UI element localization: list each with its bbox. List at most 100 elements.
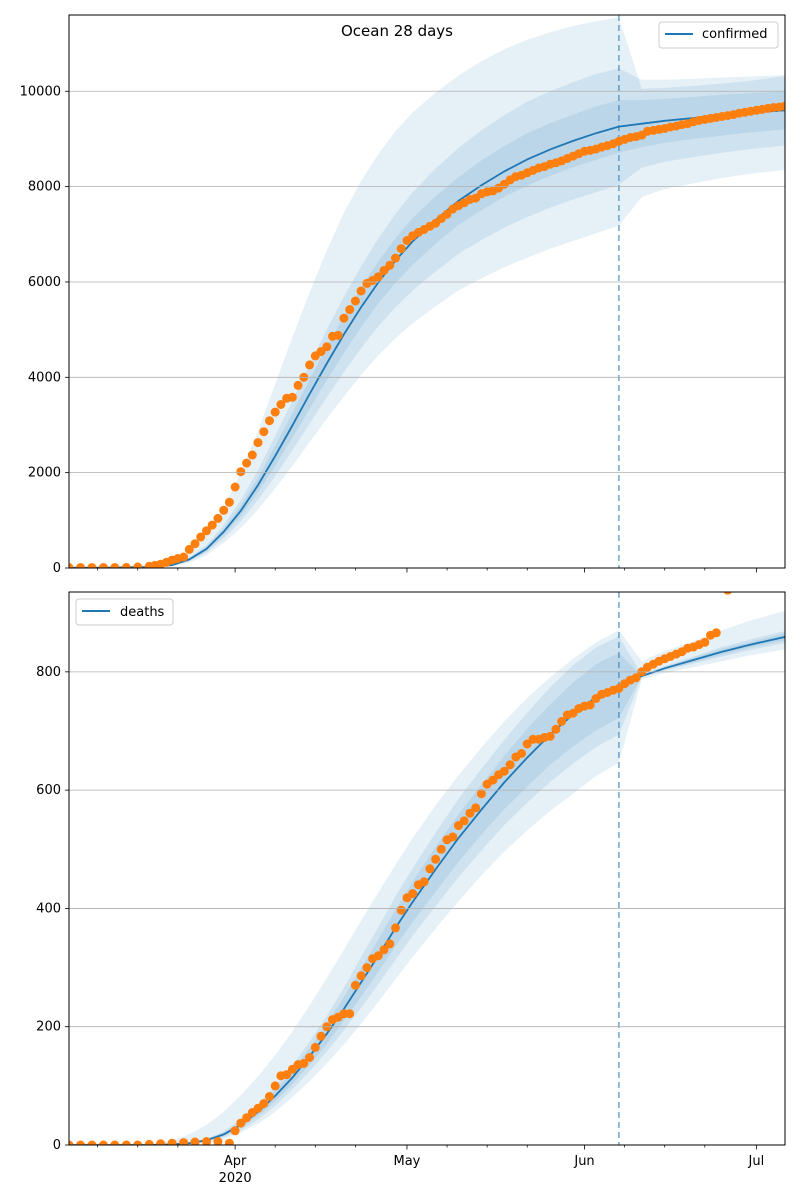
observed-point — [110, 563, 120, 568]
y-tick-label: 4000 — [28, 370, 61, 385]
top-plot-area: 0 2000 4000 6000 8000 10000 — [20, 14, 786, 576]
observed-point — [202, 1137, 211, 1145]
observed-point — [711, 628, 721, 638]
observed-point — [144, 1139, 154, 1145]
series-layer — [69, 15, 785, 568]
observed-point — [517, 749, 526, 758]
observed-point — [253, 438, 263, 448]
observed-point — [373, 951, 383, 961]
series-layer — [69, 592, 785, 1145]
observed-point — [293, 380, 303, 390]
x-tick-label: Jun — [573, 1154, 594, 1169]
observed-point — [780, 101, 785, 111]
observed-point — [448, 832, 458, 842]
observed-point — [76, 563, 85, 568]
observed-point — [230, 1126, 240, 1136]
observed-point — [396, 244, 406, 254]
observed-point — [345, 305, 355, 315]
observed-point — [213, 513, 223, 523]
x-tick-label: Apr — [224, 1154, 247, 1169]
x-tick-label: May — [394, 1154, 421, 1169]
observed-point — [270, 1081, 280, 1091]
observed-point — [356, 971, 366, 981]
observed-point — [476, 789, 486, 799]
observed-point — [310, 1042, 320, 1052]
x-tick-sublabel: 2020 — [219, 1171, 252, 1186]
observed-point — [459, 816, 469, 826]
observed-point — [700, 637, 710, 647]
axes-frame — [68, 591, 786, 1146]
observed-point — [350, 296, 360, 306]
observed-point — [350, 980, 360, 990]
x-tick-label: Jul — [748, 1154, 765, 1169]
observed-point — [167, 1138, 177, 1145]
observed-point — [471, 803, 481, 813]
observed-point — [207, 520, 217, 530]
observed-point — [419, 877, 429, 887]
observed-point — [465, 808, 475, 818]
observed-point — [179, 1138, 189, 1145]
observed-point — [224, 497, 234, 507]
observed-point — [391, 923, 400, 933]
top-legend-box — [658, 21, 779, 49]
observed-point — [425, 864, 435, 874]
observed-point — [121, 563, 131, 568]
observed-point — [488, 775, 498, 785]
observed-point — [385, 939, 395, 949]
observed-point — [265, 416, 274, 426]
observed-point — [98, 563, 108, 568]
observed-point — [551, 724, 561, 734]
observed-point — [190, 1137, 200, 1145]
observed-point — [196, 532, 206, 542]
observed-point — [631, 673, 641, 683]
observed-point — [121, 1140, 131, 1145]
bottom-legend-box — [75, 598, 174, 626]
observed-point — [362, 963, 372, 973]
uncertainty-band-1 — [69, 17, 785, 568]
bottom-plot-area: 0 200 400 600 800 Apr 2020 May Jun Jul — [36, 591, 786, 1186]
observed-point — [219, 505, 229, 515]
observed-point — [345, 1009, 355, 1019]
observed-point — [385, 260, 395, 270]
observed-point — [236, 1118, 246, 1128]
bottom-legend: deaths — [75, 598, 174, 626]
observed-point — [247, 450, 257, 460]
uncertainty-band-1 — [69, 610, 785, 1145]
uncertainty-band-2 — [69, 631, 785, 1145]
observed-point — [287, 392, 297, 402]
bottom-legend-label: deaths — [120, 605, 165, 620]
observed-point — [316, 1031, 326, 1041]
y-tick-label: 200 — [36, 1020, 61, 1035]
observed-point — [179, 552, 189, 562]
observed-point — [396, 905, 406, 915]
observed-point — [133, 562, 143, 568]
observed-point — [76, 1140, 85, 1145]
observed-point — [339, 313, 349, 323]
observed-point — [557, 717, 567, 726]
y-tick-label: 600 — [36, 783, 61, 798]
observed-point — [69, 563, 74, 568]
observed-point — [270, 407, 280, 417]
observed-point — [190, 539, 200, 549]
observed-point — [224, 1138, 234, 1145]
observed-point — [442, 209, 452, 219]
axes-frame — [68, 14, 786, 569]
top-legend-label: confirmed — [702, 27, 768, 42]
observed-point — [69, 1140, 74, 1145]
observed-point — [110, 1140, 120, 1145]
bottom-panel: 0 200 400 600 800 Apr 2020 May Jun Jul deaths — [36, 591, 786, 1186]
observed-point — [299, 1058, 309, 1068]
figure-title: Ocean 28 days — [341, 22, 453, 40]
y-tick-label: 0 — [53, 561, 61, 576]
observed-point — [184, 544, 194, 554]
y-tick-label: 400 — [36, 901, 61, 916]
uncertainty-band-3 — [69, 633, 785, 1145]
observed-point — [379, 945, 389, 955]
observed-point — [156, 1139, 166, 1145]
observed-point — [322, 342, 332, 352]
observed-point — [87, 1140, 97, 1145]
y-tick-label: 6000 — [28, 275, 61, 290]
observed-point — [213, 1137, 223, 1145]
observed-point — [391, 253, 400, 263]
observed-point — [242, 458, 252, 468]
